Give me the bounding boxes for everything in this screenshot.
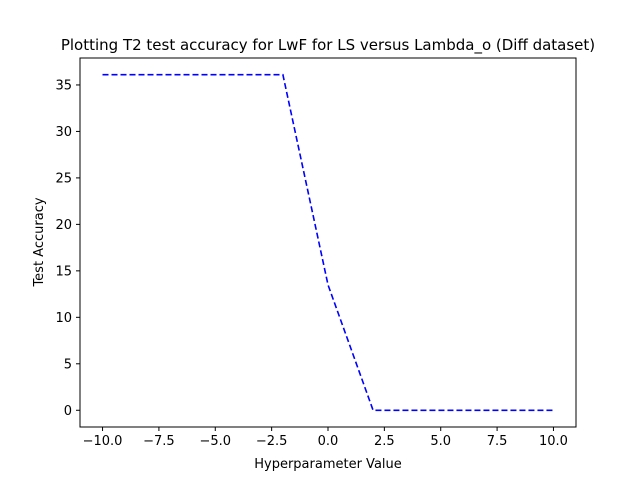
plot-frame [79,57,577,428]
y-tick-label: 30 [55,125,72,140]
y-tick-label: 15 [55,264,72,279]
y-tick-label: 10 [55,311,72,326]
y-tick-label: 0 [64,404,72,419]
x-tick-label: −5.0 [199,434,231,449]
axis-ticks: −10.0 −7.5 −5.0 −2.5 0.0 2.5 5.0 7.5 10.0 0 5 10 15 2… [55,78,567,449]
x-tick-label: 7.5 [487,434,508,449]
y-axis-label: Test Accuracy [32,197,47,287]
chart-title: Plotting T2 test accuracy for LwF for LS… [61,36,595,55]
x-tick-label: 0.0 [318,434,339,449]
y-tick-label: 20 [55,218,72,233]
plot-area [102,73,554,412]
y-tick-label: 35 [55,78,72,93]
series-line [102,73,554,412]
x-tick-label: 10.0 [539,434,568,449]
x-tick-label: 5.0 [430,434,451,449]
x-tick-label: −7.5 [143,434,175,449]
y-tick-label: 5 [64,357,72,372]
x-tick-label: −2.5 [256,434,288,449]
y-tick-label: 25 [55,171,72,186]
x-axis-label: Hyperparameter Value [254,457,402,472]
x-tick-label: 2.5 [374,434,395,449]
x-tick-label: −10.0 [83,434,123,449]
